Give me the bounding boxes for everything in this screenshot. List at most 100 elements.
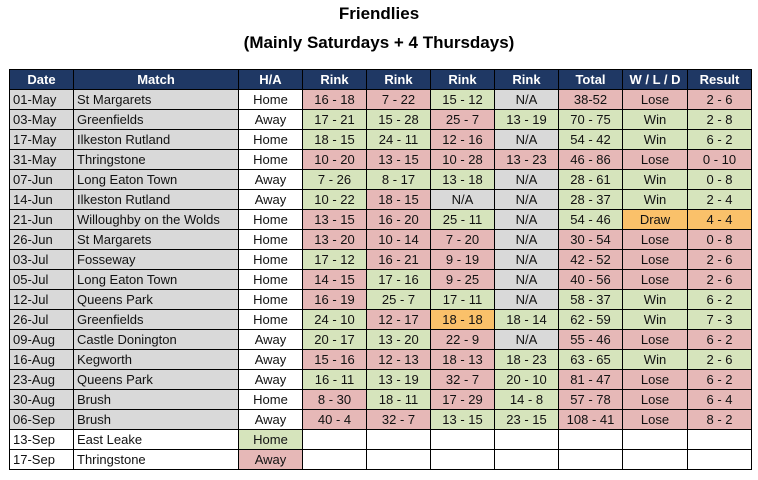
rink-4-cell: 13 - 19	[494, 109, 559, 130]
date-cell: 31-May	[9, 149, 74, 170]
total-cell: 42 - 52	[558, 249, 623, 270]
table-row: 23-Aug Queens Park Away 16 - 11 13 - 19 32 - …	[9, 369, 752, 390]
table-row: 07-Jun Long Eaton Town Away 7 - 26 8 - 17 13 …	[9, 169, 752, 190]
table-row: 05-Jul Long Eaton Town Home 14 - 15 17 - 16 9…	[9, 269, 752, 290]
date-cell: 17-Sep	[9, 449, 74, 470]
wld-cell: Lose	[622, 149, 688, 170]
page-title: Friendlies	[338, 4, 420, 23]
total-cell: 40 - 56	[558, 269, 623, 290]
rink-3-cell: 15 - 12	[430, 89, 495, 110]
rink-2-cell: 13 - 20	[366, 329, 431, 350]
date-cell: 07-Jun	[9, 169, 74, 190]
rink-4-cell: N/A	[494, 209, 559, 230]
wld-cell: Win	[622, 309, 688, 330]
home-away-cell: Home	[238, 149, 303, 170]
rink-3-cell: 9 - 19	[430, 249, 495, 270]
rink-2-cell: 8 - 17	[366, 169, 431, 190]
match-cell: East Leake	[73, 429, 239, 450]
col-header-rink-4: Rink	[494, 69, 559, 90]
total-cell	[558, 449, 623, 470]
total-cell: 63 - 65	[558, 349, 623, 370]
rink-4-cell: N/A	[494, 249, 559, 270]
rink-1-cell: 10 - 20	[302, 149, 367, 170]
rink-2-cell: 10 - 14	[366, 229, 431, 250]
home-away-cell: Home	[238, 389, 303, 410]
date-cell: 14-Jun	[9, 189, 74, 210]
col-header-result: Result	[687, 69, 752, 90]
rink-2-cell: 12 - 13	[366, 349, 431, 370]
home-away-cell: Away	[238, 329, 303, 350]
rink-1-cell: 40 - 4	[302, 409, 367, 430]
date-cell: 16-Aug	[9, 349, 74, 370]
rink-4-cell: 23 - 15	[494, 409, 559, 430]
total-cell: 58 - 37	[558, 289, 623, 310]
rink-3-cell: 10 - 28	[430, 149, 495, 170]
rink-1-cell: 10 - 22	[302, 189, 367, 210]
table-row: 14-Jun Ilkeston Rutland Away 10 - 22 18 - 15…	[9, 189, 752, 210]
rink-3-cell: 22 - 9	[430, 329, 495, 350]
date-cell: 21-Jun	[9, 209, 74, 230]
home-away-cell: Home	[238, 229, 303, 250]
rink-1-cell: 20 - 17	[302, 329, 367, 350]
home-away-cell: Home	[238, 269, 303, 290]
col-header-total: Total	[558, 69, 623, 90]
wld-cell: Lose	[622, 329, 688, 350]
wld-cell: Lose	[622, 229, 688, 250]
rink-2-cell: 25 - 7	[366, 289, 431, 310]
wld-cell: Lose	[622, 369, 688, 390]
rink-2-cell: 15 - 28	[366, 109, 431, 130]
result-cell: 2 - 6	[687, 269, 752, 290]
result-cell: 6 - 2	[687, 129, 752, 150]
rink-3-cell	[430, 429, 495, 450]
total-cell: 46 - 86	[558, 149, 623, 170]
total-cell: 62 - 59	[558, 309, 623, 330]
table-row: 09-Aug Castle Donington Away 20 - 17 13 - 20…	[9, 329, 752, 350]
total-cell: 38-52	[558, 89, 623, 110]
table-row: 06-Sep Brush Away 40 - 4 32 - 7 13 - 15 23 - 1…	[9, 409, 752, 430]
rink-2-cell: 18 - 11	[366, 389, 431, 410]
table-row: 26-Jul Greenfields Home 24 - 10 12 - 17 18 - …	[9, 309, 752, 330]
total-cell: 30 - 54	[558, 229, 623, 250]
date-cell: 30-Aug	[9, 389, 74, 410]
result-cell: 6 - 2	[687, 369, 752, 390]
result-cell: 0 - 8	[687, 169, 752, 190]
total-cell: 28 - 37	[558, 189, 623, 210]
date-cell: 06-Sep	[9, 409, 74, 430]
match-cell: Castle Donington	[73, 329, 239, 350]
wld-cell: Lose	[622, 269, 688, 290]
wld-cell: Lose	[622, 89, 688, 110]
date-cell: 12-Jul	[9, 289, 74, 310]
result-cell: 2 - 6	[687, 89, 752, 110]
rink-1-cell: 15 - 16	[302, 349, 367, 370]
home-away-cell: Away	[238, 409, 303, 430]
col-header-home-away: H/A	[238, 69, 303, 90]
rink-1-cell: 24 - 10	[302, 309, 367, 330]
table-row: 31-May Thringstone Home 10 - 20 13 - 15 10 - …	[9, 149, 752, 170]
rink-4-cell: N/A	[494, 289, 559, 310]
table-row: 13-Sep East Leake Home	[9, 429, 752, 450]
rink-4-cell: 18 - 14	[494, 309, 559, 330]
home-away-cell: Home	[238, 429, 303, 450]
match-cell: Thringstone	[73, 449, 239, 470]
rink-2-cell: 24 - 11	[366, 129, 431, 150]
rink-2-cell: 32 - 7	[366, 409, 431, 430]
table-row: 12-Jul Queens Park Home 16 - 19 25 - 7 17 - 1…	[9, 289, 752, 310]
result-cell: 8 - 2	[687, 409, 752, 430]
total-cell: 70 - 75	[558, 109, 623, 130]
rink-4-cell: N/A	[494, 129, 559, 150]
rink-1-cell: 8 - 30	[302, 389, 367, 410]
rink-1-cell: 13 - 15	[302, 209, 367, 230]
result-cell: 6 - 2	[687, 329, 752, 350]
table-row: 21-Jun Willoughby on the Wolds Home 13 - 15…	[9, 209, 752, 230]
wld-cell: Lose	[622, 409, 688, 430]
home-away-cell: Away	[238, 369, 303, 390]
result-cell: 7 - 3	[687, 309, 752, 330]
home-away-cell: Away	[238, 349, 303, 370]
result-cell: 2 - 6	[687, 349, 752, 370]
table-row: 17-Sep Thringstone Away	[9, 449, 752, 470]
rink-2-cell: 17 - 16	[366, 269, 431, 290]
rink-3-cell: 12 - 16	[430, 129, 495, 150]
match-cell: Greenfields	[73, 109, 239, 130]
rink-2-cell: 13 - 15	[366, 149, 431, 170]
total-cell: 54 - 42	[558, 129, 623, 150]
